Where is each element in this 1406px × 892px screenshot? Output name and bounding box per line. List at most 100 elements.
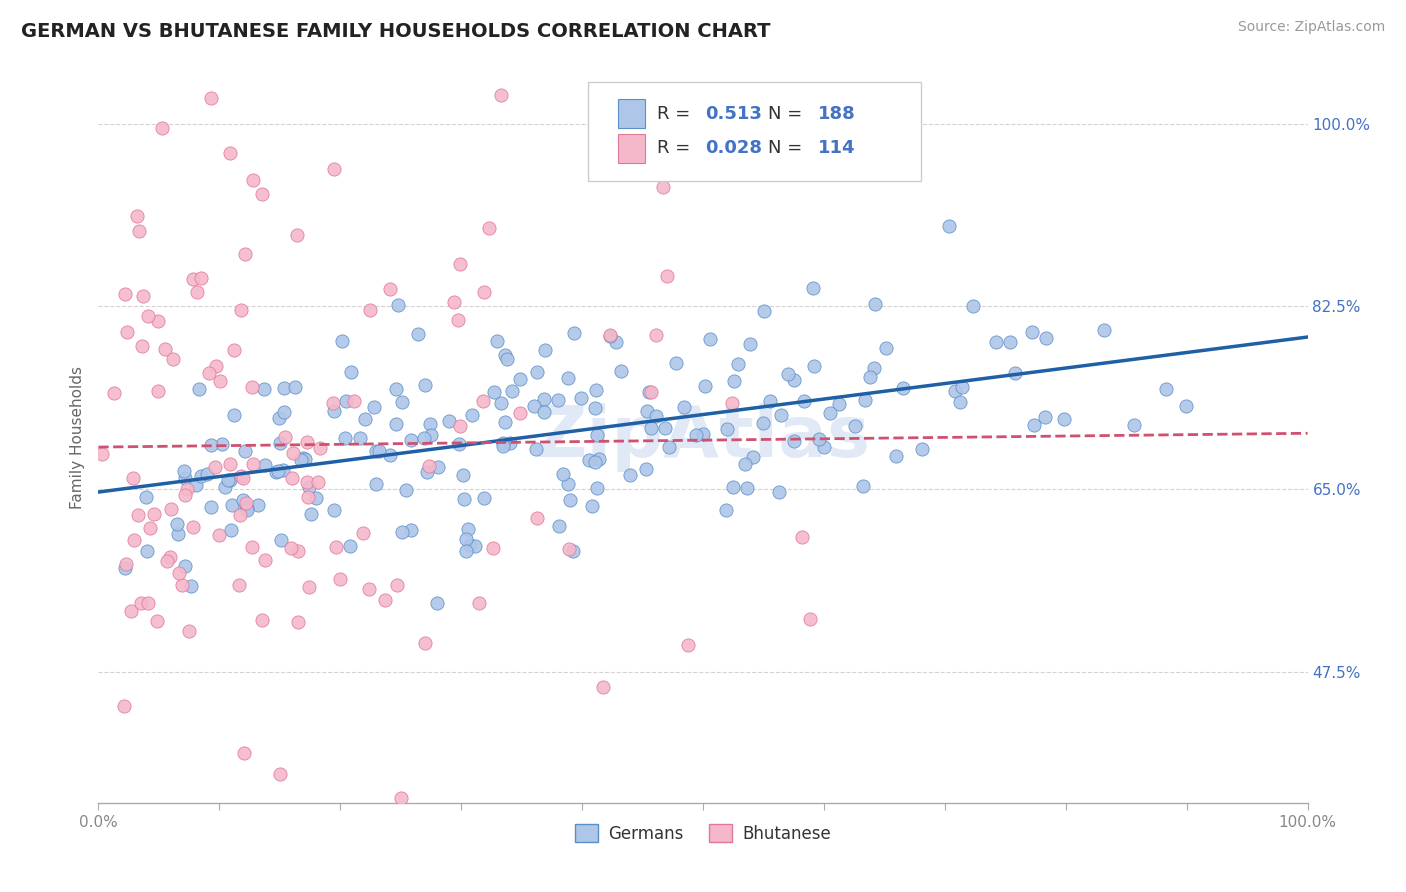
Point — [250, 614, 273, 628]
Point — [778, 368, 800, 382]
Point — [426, 460, 449, 475]
Point — [253, 458, 276, 472]
Point — [309, 442, 332, 456]
Text: 114: 114 — [818, 139, 855, 157]
Point — [478, 220, 501, 235]
Point — [693, 379, 716, 393]
Point — [509, 372, 531, 386]
Point — [399, 433, 422, 447]
Point — [127, 210, 149, 224]
Point — [489, 396, 512, 410]
Point — [235, 496, 257, 510]
Point — [644, 409, 666, 423]
Point — [807, 432, 830, 446]
Point — [419, 428, 441, 442]
Point — [449, 257, 471, 271]
Point — [132, 289, 155, 303]
Point — [1004, 366, 1026, 380]
Point — [652, 179, 675, 194]
Point — [489, 87, 512, 102]
Point — [269, 436, 291, 450]
Text: 0.028: 0.028 — [706, 139, 762, 157]
Point — [676, 638, 699, 652]
Point — [322, 395, 344, 409]
Point — [1154, 382, 1177, 396]
Point — [853, 392, 876, 407]
Point — [558, 492, 581, 507]
Point — [692, 427, 714, 442]
Point — [1175, 399, 1198, 413]
Point — [984, 334, 1007, 349]
Point — [494, 348, 516, 362]
Point — [1022, 417, 1045, 432]
Point — [184, 478, 207, 492]
Point — [548, 519, 571, 533]
Point — [233, 247, 256, 261]
Point — [299, 507, 322, 521]
Text: N =: N = — [768, 104, 808, 123]
Point — [645, 328, 668, 343]
Point — [128, 225, 150, 239]
Point — [385, 417, 408, 431]
Point — [364, 444, 387, 458]
Point — [307, 475, 329, 490]
Point — [801, 281, 824, 295]
Point — [339, 539, 361, 553]
Point — [340, 365, 363, 379]
Point — [353, 411, 375, 425]
Point — [1000, 335, 1022, 350]
Point — [494, 415, 516, 429]
FancyBboxPatch shape — [588, 82, 921, 181]
Point — [384, 382, 406, 396]
Point — [752, 416, 775, 430]
Point — [146, 384, 169, 398]
Point — [665, 356, 688, 370]
Point — [813, 440, 835, 454]
Point — [654, 421, 676, 435]
Point — [599, 329, 621, 343]
Point — [557, 477, 579, 491]
Point — [170, 578, 193, 592]
Point — [156, 554, 179, 568]
Point — [145, 614, 167, 628]
Point — [391, 524, 413, 539]
Point — [636, 404, 658, 418]
Point — [367, 444, 389, 458]
Point — [233, 746, 256, 760]
Point — [401, 523, 423, 537]
Point — [181, 272, 204, 286]
Point — [754, 303, 776, 318]
Point — [685, 428, 707, 442]
Point — [583, 401, 606, 416]
Point — [723, 480, 745, 494]
Point — [658, 440, 681, 454]
Point — [416, 465, 439, 479]
Point — [204, 460, 226, 475]
Point — [526, 365, 548, 379]
Point — [208, 374, 231, 388]
Point — [783, 434, 806, 448]
Point — [818, 406, 841, 420]
Point — [120, 604, 142, 618]
Point — [285, 227, 308, 242]
Point — [486, 334, 509, 349]
Point — [852, 479, 875, 493]
Point — [349, 432, 371, 446]
Point — [863, 361, 886, 376]
Point — [122, 533, 145, 547]
Point — [295, 475, 318, 489]
Point — [229, 508, 252, 522]
Point — [162, 351, 184, 366]
Point — [186, 285, 208, 299]
Point — [217, 474, 239, 488]
Point — [283, 380, 305, 394]
Point — [167, 566, 190, 580]
Point — [561, 544, 583, 558]
Point — [357, 582, 380, 596]
Point — [533, 343, 555, 357]
FancyBboxPatch shape — [619, 134, 645, 163]
Point — [387, 298, 409, 312]
Point — [492, 436, 515, 450]
Point — [949, 395, 972, 409]
Point — [406, 327, 429, 342]
